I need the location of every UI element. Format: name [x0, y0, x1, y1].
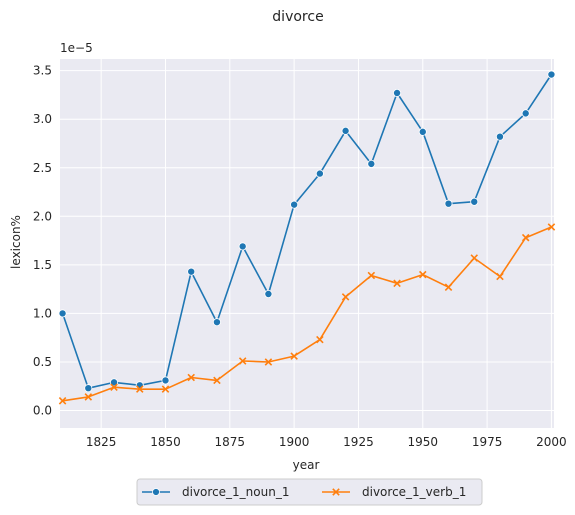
data-point-verb [316, 335, 324, 344]
data-point-noun [315, 169, 324, 178]
data-point-verb [58, 397, 67, 405]
legend-marker-verb [332, 488, 340, 496]
x-tick-label: 1950 [408, 435, 439, 449]
data-point-noun [187, 267, 196, 276]
grid-lines [60, 59, 554, 428]
y-tick-label: 2.0 [33, 209, 52, 223]
x-tick-label: 1900 [279, 435, 310, 449]
data-point-noun [290, 200, 299, 209]
series-layer [58, 70, 556, 405]
data-point-verb [135, 385, 144, 393]
data-point-verb [470, 254, 479, 262]
y-tick-label: 0.0 [33, 404, 52, 418]
x-tick-label: 2000 [536, 435, 567, 449]
data-point-verb [521, 233, 530, 242]
y-tick-label: 1.0 [33, 306, 52, 320]
y-axis-label: lexicon% [9, 215, 23, 269]
data-point-verb [187, 373, 195, 382]
data-point-noun [521, 109, 530, 118]
data-point-noun [161, 376, 170, 385]
data-point-noun [367, 159, 376, 168]
data-point-verb [84, 393, 93, 401]
legend-label-noun: divorce_1_noun_1 [182, 485, 289, 499]
data-point-verb [419, 270, 427, 279]
chart-title: divorce [272, 9, 323, 25]
legend-label-verb: divorce_1_verb_1 [362, 485, 466, 499]
data-point-verb [393, 279, 401, 288]
data-point-noun [58, 309, 67, 318]
x-tick-label: 1925 [343, 435, 374, 449]
data-point-noun [341, 126, 350, 135]
data-point-noun [212, 318, 221, 327]
data-point-verb [444, 283, 453, 291]
legend-x-marker [332, 488, 340, 496]
x-tick-label: 1825 [86, 435, 117, 449]
series-line-verb [62, 226, 552, 402]
data-point-noun [264, 289, 273, 298]
y-tick-label: 2.5 [33, 161, 52, 175]
x-axis-label: year [293, 458, 320, 472]
series-line-noun [61, 74, 553, 390]
y-tick-label: 3.0 [33, 112, 52, 126]
data-point-noun [84, 384, 93, 393]
plot-background [60, 59, 554, 428]
y-multiplier-label: 1e−5 [60, 41, 93, 55]
data-point-noun [238, 242, 247, 251]
data-point-noun [495, 132, 504, 141]
y-tick-label: 1.5 [33, 258, 52, 272]
data-point-noun [470, 197, 479, 206]
y-tick-labels: 0.0 0.5 1.0 1.5 2.0 2.5 3.0 3.5 [33, 64, 52, 418]
data-point-verb [341, 293, 350, 301]
data-point-verb [213, 376, 221, 385]
data-point-verb [110, 383, 118, 391]
data-point-verb [496, 272, 504, 281]
y-tick-label: 0.5 [33, 355, 52, 369]
legend-marker-noun [152, 488, 160, 496]
y-tick-label: 3.5 [33, 64, 52, 78]
x-tick-label: 1975 [472, 435, 503, 449]
data-point-noun [393, 88, 402, 97]
data-point-verb [547, 223, 556, 231]
data-point-noun [444, 199, 453, 208]
data-point-noun [110, 378, 119, 387]
data-point-verb [238, 357, 247, 365]
data-point-noun [418, 127, 427, 136]
x-tick-label: 1850 [150, 435, 181, 449]
data-point-verb [264, 358, 273, 366]
x-tick-labels: 1825 1850 1875 1900 1925 1950 1975 2000 [86, 435, 567, 449]
data-point-noun [135, 381, 144, 390]
data-point-verb [367, 271, 376, 280]
data-point-verb [290, 352, 298, 360]
x-tick-label: 1875 [215, 435, 246, 449]
legend: divorce_1_noun_1 divorce_1_verb_1 [136, 478, 483, 506]
data-point-noun [547, 70, 556, 79]
legend-box [136, 478, 483, 506]
data-point-verb [161, 385, 170, 393]
